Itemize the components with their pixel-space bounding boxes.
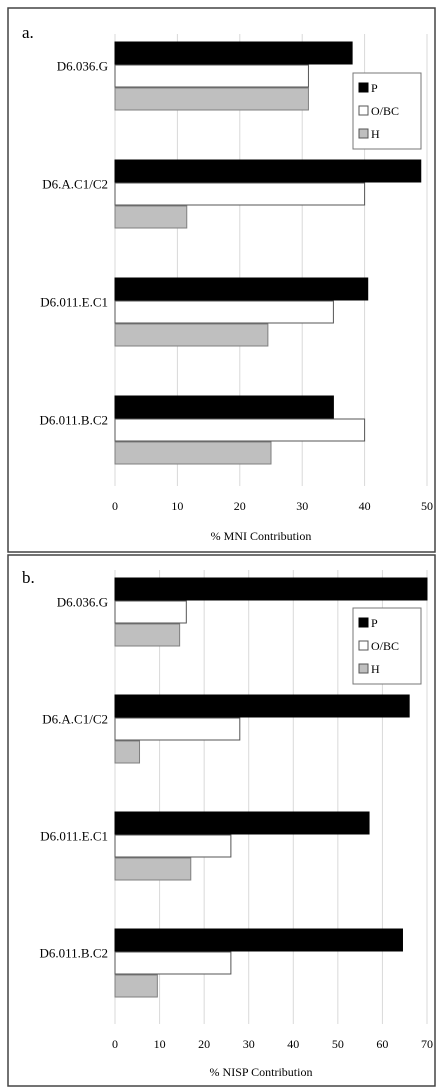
- legend-swatch: [358, 663, 369, 674]
- bar-h: [114, 974, 158, 998]
- category-label: D6.036.G: [57, 595, 108, 610]
- bar-o-bc: [114, 182, 366, 206]
- panel-letter: a.: [22, 23, 34, 42]
- category-label: D6.036.G: [57, 59, 108, 74]
- legend-swatch: [358, 82, 369, 93]
- x-axis-title: % MNI Contribution: [211, 529, 312, 543]
- bar-o-bc: [114, 717, 241, 741]
- chart-panel-a: a. D6.036.G D6.A.C1/C2 D6.011.E.C1 D6.011.B.…: [7, 7, 436, 553]
- legend-label: O/BC: [371, 639, 399, 653]
- bar-p: [114, 694, 410, 718]
- x-tick-label: 10: [171, 499, 183, 513]
- legend-label: P: [371, 81, 378, 95]
- legend-label: P: [371, 616, 378, 630]
- bar-p: [114, 159, 422, 183]
- x-tick-label: 50: [332, 1037, 344, 1051]
- bar-h: [114, 740, 141, 764]
- bar-o-bc: [114, 418, 366, 442]
- x-tick-label: 0: [112, 1037, 118, 1051]
- legend-label: H: [371, 127, 380, 141]
- bar-o-bc: [114, 64, 309, 88]
- category-label: D6.011.E.C1: [40, 295, 108, 310]
- category-label: D6.011.B.C2: [40, 946, 109, 961]
- x-tick-label: 30: [243, 1037, 255, 1051]
- bar-p: [114, 277, 369, 301]
- bar-p: [114, 577, 428, 601]
- bar-h: [114, 87, 309, 111]
- x-axis-title: % NISP Contribution: [210, 1065, 313, 1079]
- bar-h: [114, 623, 181, 647]
- legend: P O/BC H: [352, 607, 422, 685]
- legend-swatch: [358, 128, 369, 139]
- x-tick-label: 10: [154, 1037, 166, 1051]
- x-tick-label: 50: [421, 499, 433, 513]
- bar-p: [114, 928, 403, 952]
- legend-swatch: [358, 617, 369, 628]
- x-tick-label: 60: [376, 1037, 388, 1051]
- x-tick-label: 30: [296, 499, 308, 513]
- bar-o-bc: [114, 834, 232, 858]
- legend-label: H: [371, 662, 380, 676]
- x-tick-label: 40: [359, 499, 371, 513]
- x-tick-label: 70: [421, 1037, 433, 1051]
- bar-h: [114, 857, 192, 881]
- x-tick-label: 20: [198, 1037, 210, 1051]
- legend: P O/BC H: [352, 72, 422, 150]
- category-label: D6.011.E.C1: [40, 829, 108, 844]
- bar-h: [114, 323, 269, 347]
- category-label: D6.A.C1/C2: [42, 177, 108, 192]
- bar-p: [114, 395, 334, 419]
- bar-p: [114, 811, 370, 835]
- legend-label: O/BC: [371, 104, 399, 118]
- panel-letter: b.: [22, 568, 35, 587]
- category-label: D6.011.B.C2: [40, 413, 109, 428]
- bar-o-bc: [114, 300, 334, 324]
- legend-swatch: [358, 105, 369, 116]
- x-tick-label: 20: [234, 499, 246, 513]
- category-label: D6.A.C1/C2: [42, 712, 108, 727]
- bar-p: [114, 41, 353, 65]
- legend-swatch: [358, 640, 369, 651]
- bar-o-bc: [114, 600, 187, 624]
- bar-h: [114, 205, 188, 229]
- x-tick-label: 0: [112, 499, 118, 513]
- chart-panel-b: b. D6.036.G D6.A.C1/C2 D6.011.E.C1 D6.011.B.…: [7, 554, 436, 1087]
- bar-o-bc: [114, 951, 232, 975]
- bar-h: [114, 441, 272, 465]
- x-tick-label: 40: [287, 1037, 299, 1051]
